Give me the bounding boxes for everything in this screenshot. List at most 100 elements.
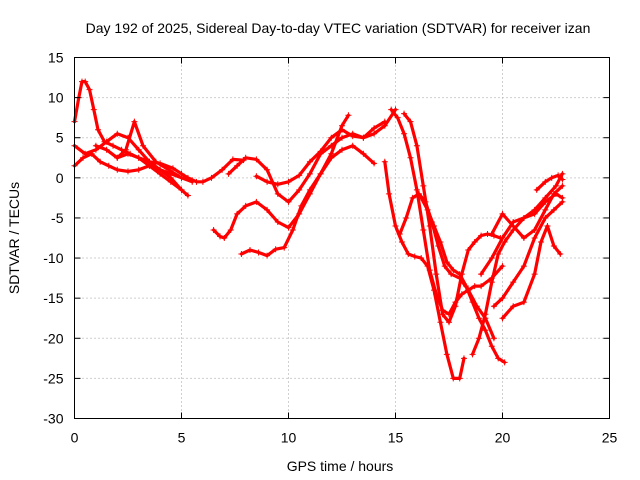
data-point	[418, 255, 425, 262]
data-point	[550, 206, 557, 213]
y-tick-label: -25	[43, 370, 63, 386]
data-point	[274, 190, 281, 197]
data-point	[103, 146, 110, 153]
data-point	[234, 210, 241, 217]
tick-layer: 0 5 10 15 20 25 -30 -25 -20 -15 -10 -5 0 5 10 15	[43, 50, 617, 446]
data-point	[339, 126, 345, 133]
series-line	[212, 144, 376, 240]
x-tick-label: 10	[281, 430, 297, 446]
data-point	[167, 178, 174, 185]
data-point	[360, 150, 367, 157]
data-point	[178, 174, 185, 181]
series-arc-9	[253, 118, 388, 188]
data-point	[90, 106, 97, 113]
data-point	[475, 335, 482, 342]
series-arc-10	[388, 106, 506, 318]
data-point	[424, 206, 431, 213]
data-point	[531, 271, 538, 278]
data-point	[381, 118, 388, 125]
data-point	[95, 126, 102, 133]
data-point	[488, 279, 495, 286]
data-point	[253, 156, 260, 163]
data-point	[510, 222, 517, 229]
data-point	[317, 148, 324, 155]
y-tick-label: -30	[43, 411, 63, 427]
data-point	[510, 279, 517, 286]
data-point	[559, 198, 566, 205]
data-point	[407, 154, 414, 161]
data-point	[450, 375, 457, 382]
data-point	[285, 224, 292, 231]
data-point	[296, 172, 303, 179]
data-point	[328, 134, 335, 141]
x-tick-label: 5	[178, 430, 186, 446]
data-point	[531, 235, 538, 241]
data-point	[416, 190, 423, 197]
data-point	[499, 235, 506, 241]
data-point	[520, 214, 527, 221]
data-point	[92, 142, 99, 149]
data-point	[409, 194, 416, 201]
data-point	[510, 303, 517, 310]
series-line	[72, 132, 194, 182]
data-point	[386, 190, 393, 197]
data-point	[246, 247, 253, 254]
y-tick-label: -20	[43, 330, 63, 346]
data-point	[219, 166, 226, 173]
series-line	[72, 79, 246, 184]
data-point	[501, 359, 508, 366]
series-arc-4	[92, 118, 196, 185]
data-point	[229, 156, 236, 163]
series-line	[402, 112, 502, 324]
data-point	[499, 315, 506, 322]
grid-layer	[74, 57, 610, 419]
data-point	[97, 158, 104, 165]
data-point	[381, 158, 388, 165]
data-point	[298, 202, 305, 209]
data-point	[114, 154, 121, 161]
data-point	[460, 355, 467, 362]
data-point	[488, 230, 495, 237]
data-point	[478, 283, 485, 290]
data-point	[407, 118, 414, 125]
data-point	[396, 230, 403, 237]
data-point	[255, 249, 262, 256]
data-point	[189, 178, 196, 185]
data-point	[471, 239, 478, 246]
y-axis-title: SDTVAR / TECUs	[6, 182, 22, 294]
data-point	[431, 222, 438, 229]
data-point	[306, 186, 313, 193]
data-point	[152, 158, 159, 165]
data-point	[413, 186, 420, 193]
data-point	[82, 78, 89, 85]
data-point	[125, 150, 131, 157]
data-point	[533, 186, 540, 193]
data-point	[490, 303, 497, 310]
data-point	[339, 134, 345, 141]
data-point	[371, 160, 378, 167]
data-point	[80, 154, 87, 161]
data-point	[114, 166, 121, 173]
series-arc-20	[533, 172, 566, 193]
data-point	[495, 251, 502, 258]
data-point	[469, 351, 476, 358]
data-point	[443, 351, 450, 358]
data-point	[317, 170, 324, 177]
data-point	[482, 327, 489, 334]
data-point	[157, 170, 164, 177]
data-point	[371, 125, 378, 132]
y-tick-label: -15	[43, 290, 63, 306]
data-point	[555, 172, 562, 179]
data-point	[456, 271, 463, 278]
x-tick-label: 20	[495, 430, 511, 446]
x-tick-label: 25	[602, 430, 618, 446]
data-point	[478, 271, 485, 278]
data-point	[437, 319, 444, 326]
data-point	[264, 252, 271, 259]
data-point	[360, 134, 367, 141]
data-point	[349, 133, 356, 140]
data-point	[488, 255, 495, 262]
series-line	[398, 192, 496, 340]
data-point	[559, 182, 566, 189]
